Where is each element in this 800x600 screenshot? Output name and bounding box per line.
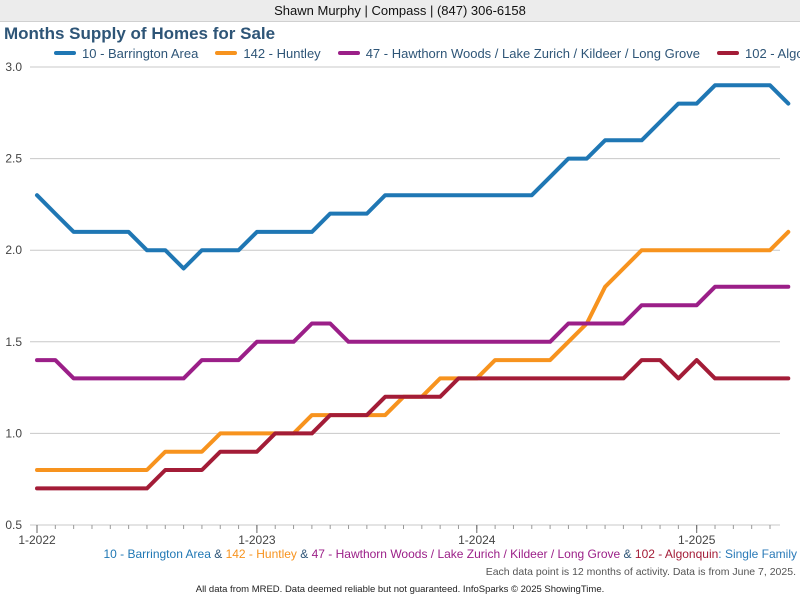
legend-item-1[interactable]: 10 - Barrington Area	[54, 46, 198, 61]
subtitle-series-name: 102 - Algonquin	[634, 547, 719, 561]
legend-swatch	[337, 51, 360, 55]
series-line-2	[35, 229, 791, 472]
y-tick-label: 2.5	[5, 152, 22, 166]
legend-item-3[interactable]: 47 - Hawthorn Woods / Lake Zurich / Kild…	[337, 45, 700, 61]
x-tick-label: 1-2025	[678, 533, 716, 547]
header-bar: Shawn Murphy | Compass | (847) 306-6158	[0, 0, 800, 22]
y-tick-label: 2.0	[5, 243, 22, 257]
x-tick-label: 1-2022	[18, 533, 56, 547]
subtitle-series-name: 10 - Barrington Area	[103, 547, 211, 561]
legend-swatch	[717, 51, 739, 55]
legend-label: 102 - Algonquin	[745, 45, 800, 61]
header-text: Shawn Murphy | Compass | (847) 306-6158	[274, 3, 526, 18]
x-tick-label: 1-2024	[458, 533, 496, 547]
footer-disclaimer: All data from MRED. Data deemed reliable…	[195, 584, 605, 595]
legend-label: 47 - Hawthorn Woods / Lake Zurich / Kild…	[365, 45, 700, 61]
legend-label: 10 - Barrington Area	[82, 45, 199, 61]
series-line-3	[35, 284, 791, 381]
series-line-1	[35, 83, 791, 271]
chart-title: Months Supply of Homes for Sale	[4, 24, 276, 43]
subtitle-separator: &	[296, 547, 312, 561]
subtitle-suffix: : Single Family	[718, 547, 797, 561]
subtitle-series-name: 142 - Huntley	[225, 547, 297, 561]
data-note: Each data point is 12 months of activity…	[485, 566, 796, 578]
series-line-4	[35, 358, 791, 491]
y-tick-label: 1.0	[5, 426, 22, 440]
y-tick-label: 1.5	[5, 335, 22, 349]
legend-item-2[interactable]: 142 - Huntley	[215, 45, 321, 61]
subtitle-separator: &	[210, 547, 226, 561]
x-tick-label: 1-2023	[238, 533, 276, 547]
chart-subtitle: 10 - Barrington Area & 142 - Huntley & 4…	[103, 547, 797, 561]
subtitle-separator: &	[620, 547, 635, 561]
legend-swatch	[54, 51, 76, 55]
legend-label: 142 - Huntley	[243, 45, 321, 61]
subtitle-series-name: 47 - Hawthorn Woods / Lake Zurich / Kild…	[311, 547, 621, 561]
legend-item-4[interactable]: 102 - Algonquin	[717, 46, 800, 61]
legend-swatch	[215, 51, 238, 55]
y-tick-label: 3.0	[5, 60, 22, 74]
y-tick-label: 0.5	[5, 518, 22, 532]
chart-legend: 10 - Barrington Area 142 - Huntley 47 - Ha…	[54, 45, 800, 61]
